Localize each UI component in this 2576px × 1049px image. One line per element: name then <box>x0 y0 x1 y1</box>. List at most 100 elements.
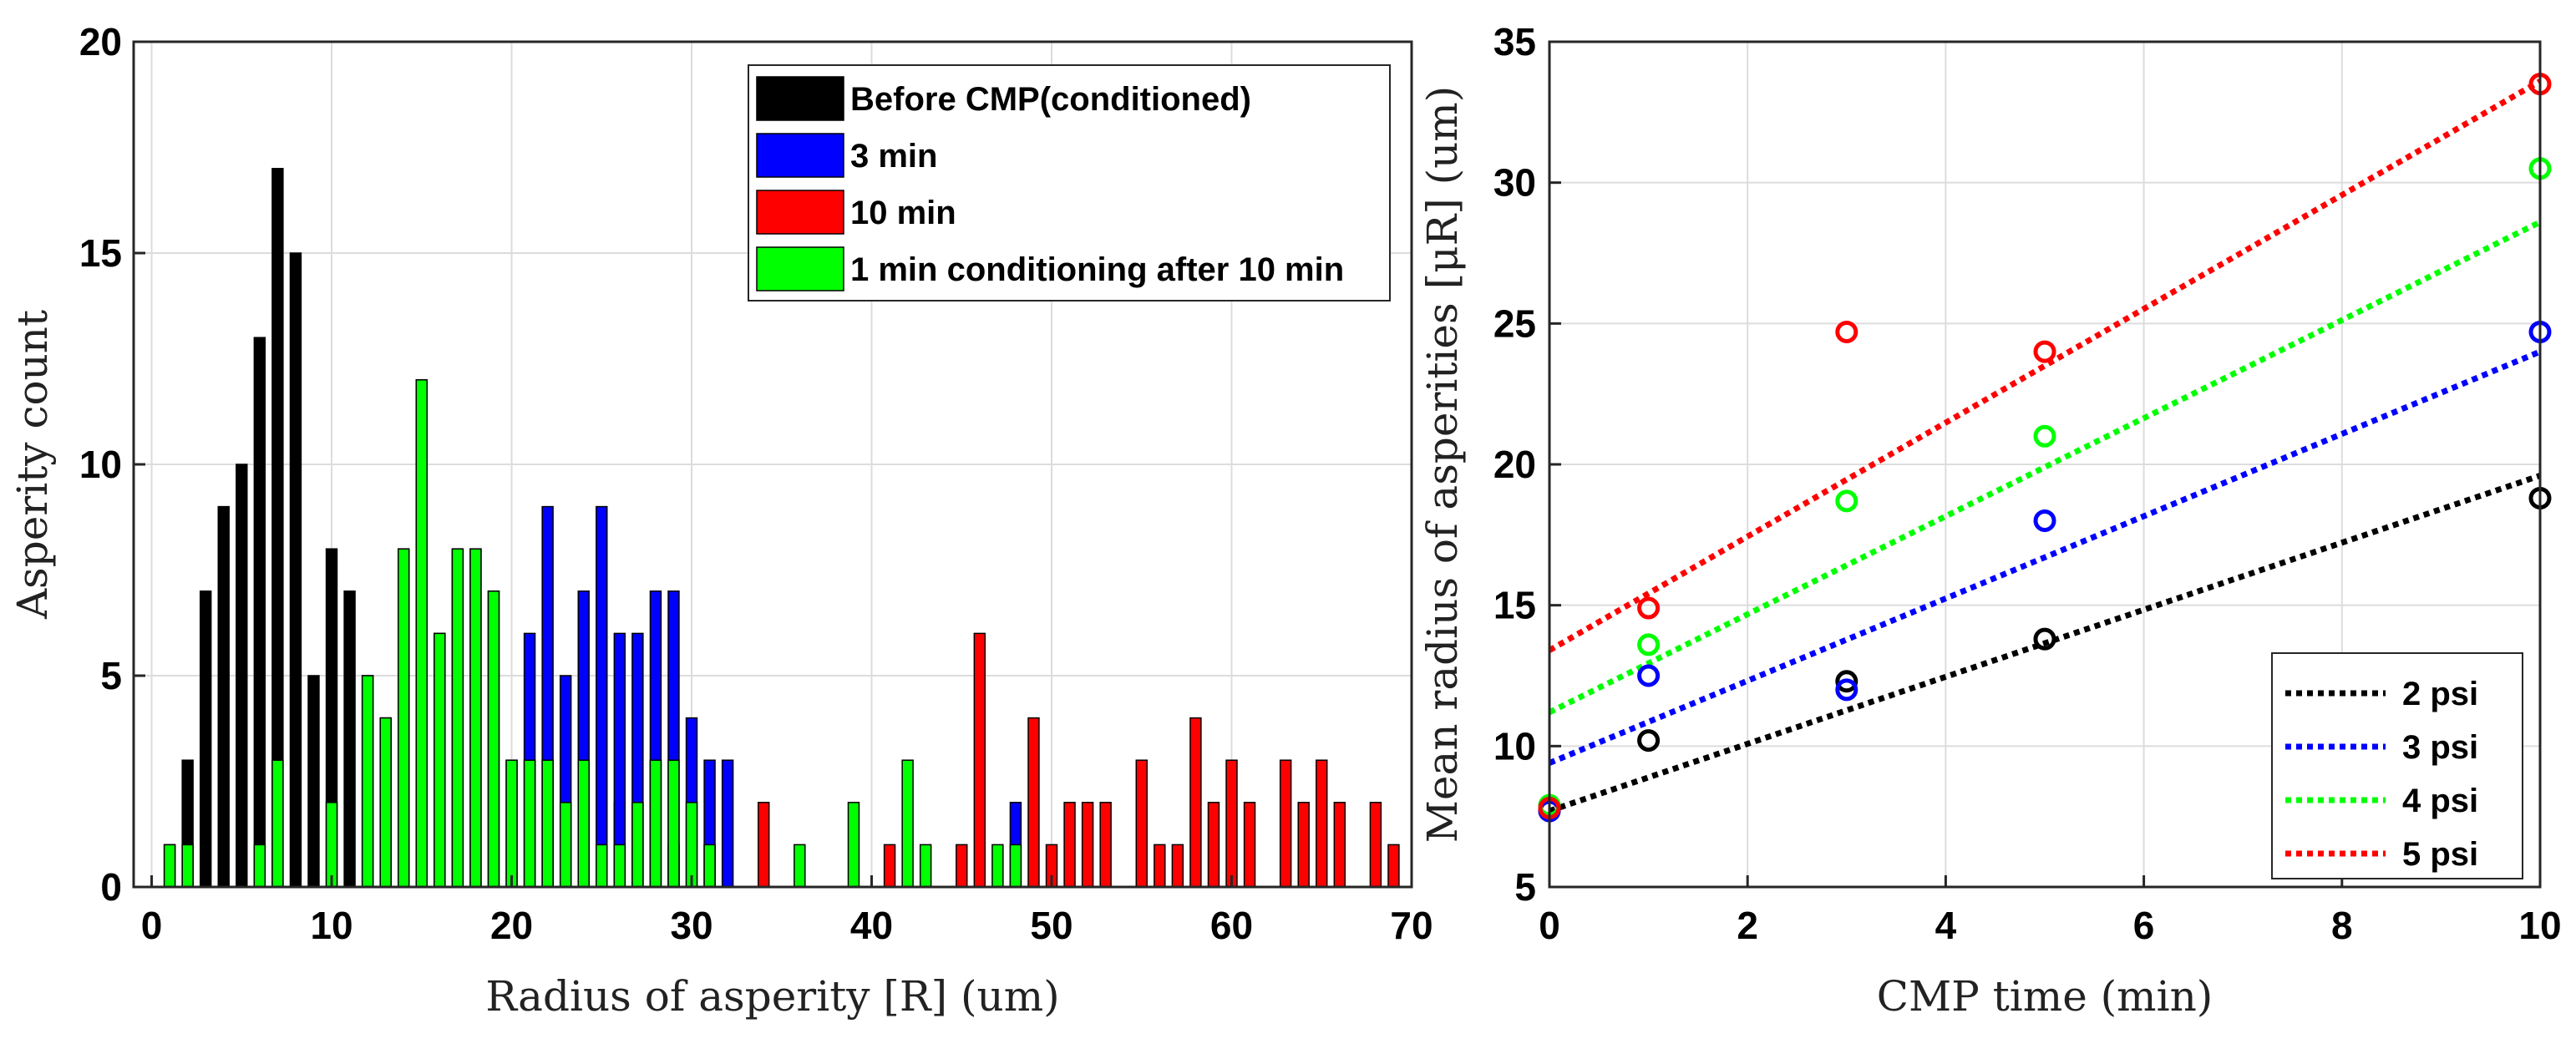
histogram-legend-swatch <box>756 190 844 235</box>
histogram-bar-series-2 <box>973 632 986 888</box>
scatter-fit-line-series-0 <box>1548 473 2542 814</box>
scatter-x-tick-label: 0 <box>1539 904 1560 947</box>
histogram-y-tick-label: 15 <box>79 231 122 275</box>
histogram-bar-series-2 <box>1063 802 1076 888</box>
histogram-bar-series-2 <box>1027 717 1040 888</box>
scatter-legend-label: 4 psi <box>2402 783 2478 819</box>
histogram-bar-series-0 <box>253 337 266 888</box>
histogram-bar-series-2 <box>1316 759 1328 888</box>
scatter-fit-line-series-2 <box>1548 219 2542 715</box>
histogram-bar-series-3 <box>487 590 500 888</box>
histogram-bar-series-2 <box>1154 844 1166 888</box>
scatter-point-series-0 <box>2033 627 2056 651</box>
scatter-legend-label: 5 psi <box>2402 836 2478 873</box>
scatter-point-series-1 <box>2033 509 2056 532</box>
histogram-x-tick-label: 20 <box>490 904 533 947</box>
histogram-bar-series-2 <box>1243 802 1256 888</box>
histogram-bar-series-3 <box>398 548 410 888</box>
scatter-point-series-2 <box>2033 424 2056 448</box>
scatter-y-tick-label: 20 <box>1493 443 1536 486</box>
histogram-bar-series-0 <box>217 505 230 888</box>
scatter-point-series-0 <box>1835 670 1858 693</box>
scatter-fit-line-series-1 <box>1548 348 2542 766</box>
scatter-point-series-0 <box>1637 729 1661 753</box>
histogram-bar-series-3 <box>596 844 608 888</box>
histogram-bar-series-2 <box>1333 802 1346 888</box>
histogram-panel: 0 5 10 15 20 0 10 20 30 40 50 60 70 Radius of asper… <box>8 20 1433 1021</box>
histogram-bar-series-3 <box>613 844 626 888</box>
histogram-bar-series-3 <box>667 759 680 888</box>
histogram-bar-series-0 <box>343 590 356 888</box>
histogram-bar-series-2 <box>1279 759 1292 888</box>
histogram-y-tick-label: 0 <box>100 865 122 909</box>
scatter-x-tick-label: 10 <box>2518 904 2561 947</box>
histogram-bar-series-3 <box>559 802 572 888</box>
histogram-bar-series-2 <box>1297 802 1310 888</box>
histogram-bar-series-3 <box>469 548 482 888</box>
scatter-panel: 5 10 15 20 25 30 35 0 2 4 6 8 10 CMP time (min) Mea… <box>1418 20 2562 1021</box>
histogram-x-ticks: 0 10 20 30 40 50 60 70 <box>141 875 1433 947</box>
histogram-legend-swatch <box>756 133 844 178</box>
scatter-y-tick-label: 30 <box>1493 161 1536 205</box>
scatter-point-series-3 <box>1835 320 1858 343</box>
histogram-legend-box <box>748 64 1391 302</box>
histogram-legend-label: Before CMP(conditioned) <box>850 81 1251 118</box>
histogram-bar-series-2 <box>956 844 968 888</box>
histogram-bar-series-3 <box>253 844 266 888</box>
scatter-y-label: Mean radius of asperities [μR] (um) <box>1418 86 1467 844</box>
histogram-y-tick-label: 5 <box>100 654 122 697</box>
histogram-legend-label: 1 min conditioning after 10 min <box>850 251 1344 288</box>
scatter-legend-label: 3 psi <box>2402 729 2478 766</box>
histogram-bar-series-3 <box>901 759 914 888</box>
histogram-bar-series-0 <box>289 252 302 888</box>
histogram-x-tick-label: 50 <box>1030 904 1072 947</box>
histogram-bar-series-2 <box>883 844 896 888</box>
histogram-x-tick-label: 10 <box>310 904 352 947</box>
histogram-bar-series-3 <box>794 844 806 888</box>
histogram-y-ticks: 0 5 10 15 20 <box>79 20 145 909</box>
scatter-y-tick-label: 10 <box>1493 724 1536 768</box>
histogram-y-tick-label: 20 <box>79 20 122 63</box>
histogram-bar-series-3 <box>361 675 374 888</box>
histogram-x-label: Radius of asperity [R] (um) <box>485 972 1059 1021</box>
scatter-point-series-2 <box>1637 633 1661 656</box>
histogram-bar-series-3 <box>523 759 536 888</box>
histogram-bar-series-3 <box>703 844 716 888</box>
histogram-legend-swatch <box>756 76 844 121</box>
scatter-legend-box <box>2271 652 2523 879</box>
histogram-bar-series-1 <box>596 505 608 888</box>
scatter-y-ticks: 5 10 15 20 25 30 35 <box>1493 20 1561 909</box>
scatter-x-tick-label: 4 <box>1935 904 1957 947</box>
histogram-bar-series-3 <box>919 844 932 888</box>
histogram-x-tick-label: 40 <box>850 904 893 947</box>
histogram-bar-series-2 <box>1081 802 1094 888</box>
scatter-point-series-1 <box>1637 664 1661 687</box>
scatter-legend: 2 psi 3 psi 4 psi 5 psi <box>2271 652 2523 879</box>
scatter-point-series-3 <box>1637 596 1661 620</box>
histogram-bar-series-3 <box>541 759 554 888</box>
scatter-y-tick-label: 15 <box>1493 584 1536 627</box>
histogram-legend-label: 3 min <box>850 138 937 175</box>
histogram-bar-series-3 <box>991 844 1004 888</box>
scatter-x-tick-label: 8 <box>2331 904 2353 947</box>
histogram-x-tick-label: 70 <box>1390 904 1433 947</box>
histogram-bar-series-3 <box>163 844 176 888</box>
scatter-point-series-3 <box>2033 340 2056 363</box>
histogram-y-tick-label: 10 <box>79 443 122 486</box>
histogram-y-label: Asperity count <box>8 310 57 620</box>
histogram-bar-series-2 <box>1369 802 1382 888</box>
histogram-legend-swatch <box>756 246 844 291</box>
histogram-bar-series-3 <box>1009 844 1022 888</box>
histogram-bar-series-0 <box>236 464 248 888</box>
histogram-bar-series-0 <box>199 590 212 888</box>
scatter-point-series-2 <box>1835 489 1858 513</box>
histogram-bar-series-3 <box>649 759 662 888</box>
histogram-bar-series-0 <box>307 675 320 888</box>
scatter-y-tick-label: 35 <box>1493 20 1536 63</box>
histogram-x-tick-label: 60 <box>1210 904 1253 947</box>
histogram-bar-series-1 <box>721 759 734 888</box>
histogram-bar-series-3 <box>271 759 284 888</box>
histogram-bar-series-3 <box>434 632 446 888</box>
histogram-bar-series-3 <box>577 759 590 888</box>
scatter-x-tick-label: 2 <box>1737 904 1758 947</box>
